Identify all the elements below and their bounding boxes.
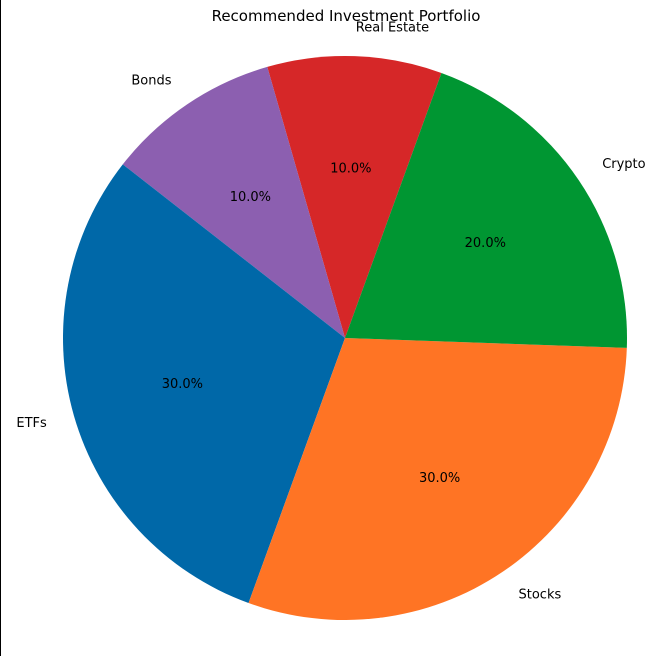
pie-slices <box>62 55 628 620</box>
slice-percent-stocks: 30.0% <box>419 471 460 486</box>
pie-slice-etfs <box>62 164 345 603</box>
slice-percent-etfs: 30.0% <box>162 377 203 392</box>
pie-slice-stocks <box>248 338 627 620</box>
pie-labels: Real Estate 10.0% Bonds 10.0% ETFs 30.0% Stock… <box>16 21 645 603</box>
slice-label-bonds: Bonds <box>131 73 171 88</box>
slice-percent-real-estate: 10.0% <box>330 161 371 176</box>
slice-label-real-estate: Real Estate <box>356 21 429 36</box>
slice-label-etfs: ETFs <box>16 416 47 431</box>
slice-label-crypto: Crypto <box>602 157 645 172</box>
pie-slice-real-estate <box>267 55 442 338</box>
slice-percent-crypto: 20.0% <box>465 236 506 251</box>
slice-label-stocks: Stocks <box>519 588 562 603</box>
chart-title: Recommended Investment Portfolio <box>212 7 481 25</box>
slice-percent-bonds: 10.0% <box>230 190 271 205</box>
pie-slice-crypto <box>345 73 628 348</box>
pie-slice-bonds <box>122 66 345 339</box>
